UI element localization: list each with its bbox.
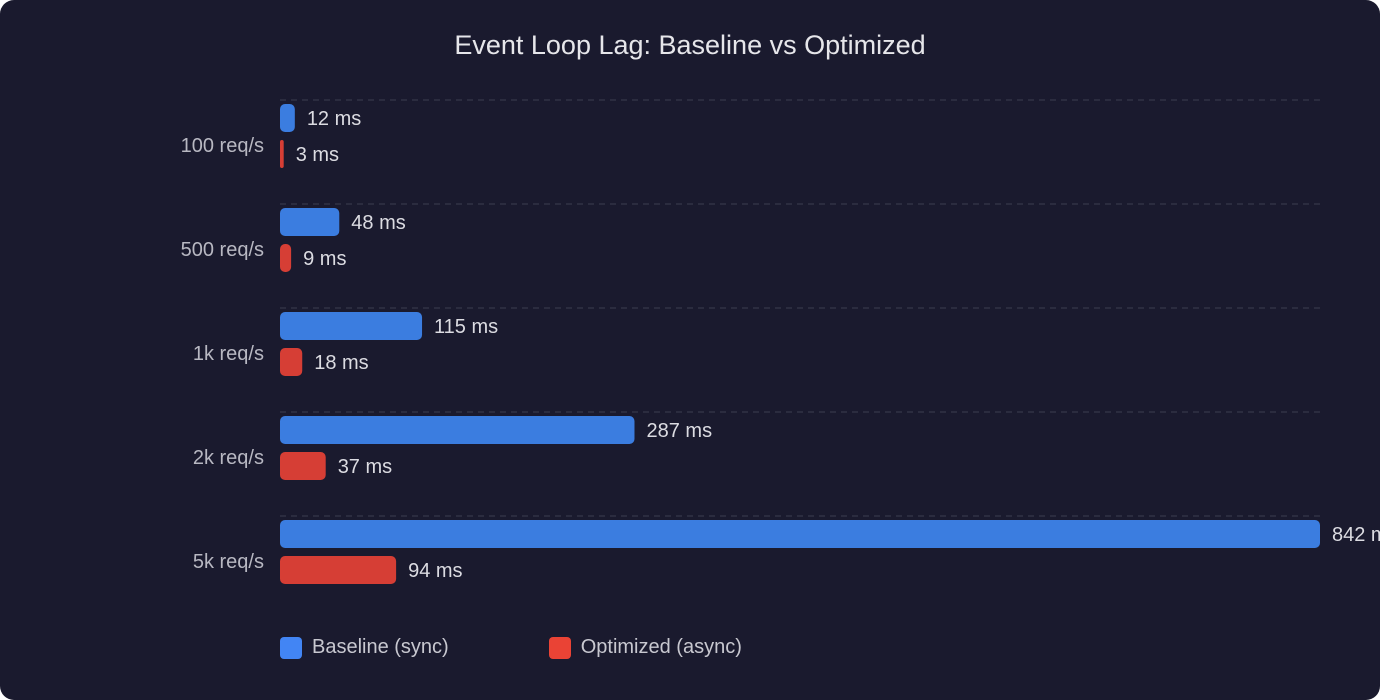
category-label: 2k req/s: [193, 447, 264, 469]
bar-baseline: [280, 104, 295, 132]
legend-item-optimized[interactable]: Optimized (async): [548, 636, 742, 659]
data-label: 9 ms: [303, 248, 346, 270]
data-label: 94 ms: [408, 560, 462, 582]
legend: Baseline (sync) Optimized (async): [280, 636, 742, 659]
bar-baseline: [280, 520, 1320, 548]
data-label: 12 ms: [307, 108, 361, 130]
data-label: 287 ms: [646, 420, 712, 442]
bar-baseline: [280, 416, 635, 444]
category-label: 100 req/s: [181, 135, 264, 157]
data-label: 48 ms: [351, 212, 405, 234]
legend-item-baseline[interactable]: Baseline (sync): [280, 636, 449, 659]
data-label: 18 ms: [314, 352, 368, 374]
bar-optimized: [280, 556, 397, 584]
legend-swatch-optimized: [548, 636, 571, 659]
bar-baseline: [280, 312, 423, 340]
legend-swatch-baseline: [280, 636, 302, 659]
legend-label-baseline: Baseline (sync): [312, 636, 449, 658]
data-label: 115 ms: [434, 316, 498, 338]
data-label: 842 ms: [1332, 524, 1380, 546]
bar-baseline: [280, 208, 340, 236]
bar-optimized: [280, 244, 292, 272]
bar-optimized: [280, 140, 284, 168]
bar-optimized: [280, 348, 303, 376]
category-label: 500 req/s: [181, 239, 264, 261]
bar-optimized: [280, 452, 326, 480]
chart-title: Event Loop Lag: Baseline vs Optimized: [454, 30, 926, 60]
legend-label-optimized: Optimized (async): [580, 636, 742, 658]
data-label: 3 ms: [296, 144, 339, 166]
category-label: 5k req/s: [193, 551, 264, 573]
data-label: 37 ms: [338, 456, 392, 478]
category-label: 1k req/s: [193, 343, 264, 365]
